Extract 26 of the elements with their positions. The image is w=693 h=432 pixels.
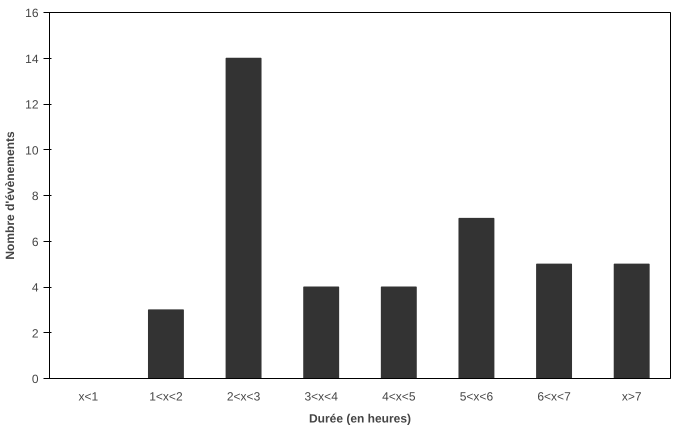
bar xyxy=(303,286,340,378)
x-tick-label: 1<x<2 xyxy=(149,390,183,404)
bar xyxy=(536,264,572,378)
y-tick-label: 0 xyxy=(32,372,39,386)
x-tick-label: 4<x<5 xyxy=(382,390,416,404)
bar xyxy=(148,309,184,378)
y-tick-label: 14 xyxy=(25,52,39,66)
x-tick-label: 2<x<3 xyxy=(226,390,261,404)
bar xyxy=(380,286,417,378)
y-tick-label: 2 xyxy=(32,326,39,340)
bar xyxy=(226,58,262,378)
y-tick-label: 4 xyxy=(32,280,39,294)
x-tick-label: 6<x<7 xyxy=(537,390,572,404)
x-tick-label: 3<x<4 xyxy=(304,390,338,404)
x-tick-label: x>7 xyxy=(622,390,642,404)
y-tick-label: 10 xyxy=(25,143,39,158)
x-axis-title: Durée (en heures) xyxy=(308,412,412,426)
y-tick-label: 12 xyxy=(25,98,39,112)
y-tick-label: 6 xyxy=(32,234,39,249)
bar xyxy=(614,264,650,378)
y-tick-label: 16 xyxy=(25,6,39,20)
y-tick-label: 8 xyxy=(32,189,39,203)
x-tick-label: x<1 xyxy=(78,390,98,404)
y-axis-title: Nombre d'évènements xyxy=(3,131,18,260)
x-tick-label: 5<x<6 xyxy=(460,390,494,404)
bar xyxy=(458,218,494,378)
